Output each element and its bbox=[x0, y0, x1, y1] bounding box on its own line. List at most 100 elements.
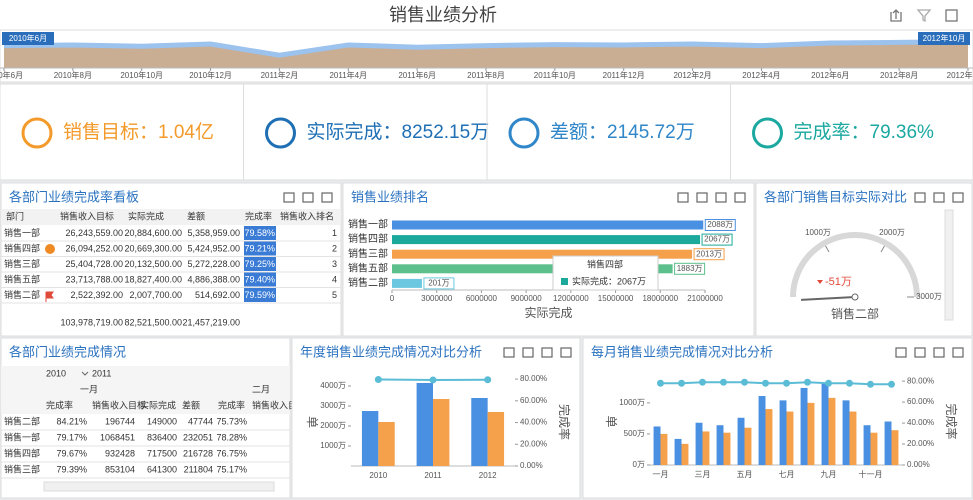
x-tick-label: 2012 bbox=[479, 471, 497, 480]
bar bbox=[378, 422, 395, 466]
tooltip bbox=[552, 255, 659, 291]
value-label: 201万 bbox=[428, 279, 449, 288]
gauge-tick-label: 3000万 bbox=[916, 292, 942, 301]
rate-cell bbox=[244, 288, 276, 302]
y2-tick-label: 40.00% bbox=[520, 418, 547, 427]
table-cell: 75.17% bbox=[216, 464, 247, 474]
x-tick-label: 21000000 bbox=[687, 294, 723, 303]
line-point bbox=[699, 378, 706, 386]
x-tick-label: 2010 bbox=[369, 471, 387, 480]
value-label: 1883万 bbox=[677, 264, 703, 273]
bar bbox=[870, 432, 878, 465]
y-tick-label: 销售一部 bbox=[348, 218, 388, 231]
table-cell: 84.21% bbox=[56, 416, 87, 426]
bar bbox=[471, 398, 488, 466]
bar bbox=[758, 396, 766, 465]
line-point bbox=[825, 379, 832, 387]
panel bbox=[755, 182, 973, 337]
header-icons[interactable] bbox=[890, 9, 958, 23]
table-cell: 26,094,252.00 bbox=[65, 243, 123, 253]
bar bbox=[849, 411, 857, 465]
table-cell: 2 bbox=[332, 243, 337, 253]
y-tick-label: 0万 bbox=[633, 460, 645, 469]
y2-tick-label: 20.00% bbox=[907, 439, 934, 448]
kpi-icon bbox=[752, 117, 783, 149]
table-cell: 79.40% bbox=[244, 274, 275, 284]
gauge-track bbox=[790, 232, 920, 298]
table-cell: 853104 bbox=[105, 464, 135, 474]
gauge-value: -51万 bbox=[825, 276, 852, 288]
panel-title: 各部门业绩完成率看板 bbox=[9, 189, 139, 204]
bar bbox=[702, 431, 710, 465]
gauge-category: 销售二部 bbox=[831, 306, 879, 321]
total-cell: 103,978,719.00 bbox=[60, 317, 123, 327]
table-header-bg bbox=[1, 209, 341, 225]
x-tick-label: 9000000 bbox=[511, 294, 543, 303]
bar bbox=[765, 409, 773, 465]
table-cell: 641300 bbox=[147, 464, 177, 474]
tooltip-swatch bbox=[561, 278, 568, 285]
kpi: 完成率：79.36% bbox=[794, 121, 935, 143]
column-header: 差额 bbox=[182, 399, 200, 410]
panel bbox=[582, 337, 973, 499]
table-cell: 211804 bbox=[184, 464, 213, 474]
line-point bbox=[846, 379, 853, 387]
panel-icon bbox=[283, 192, 295, 203]
range-label: 2012年10月 bbox=[923, 33, 966, 43]
table-cell: 216728 bbox=[183, 448, 213, 458]
bar bbox=[891, 430, 899, 465]
table-cell: 5,358,959.00 bbox=[187, 228, 240, 238]
panel-title: 销售业绩排名 bbox=[351, 189, 429, 204]
range-badge bbox=[2, 32, 54, 45]
bar bbox=[737, 417, 745, 465]
table-cell: 销售四部 bbox=[4, 447, 40, 458]
range-badge bbox=[918, 32, 970, 45]
table-cell: 1068451 bbox=[100, 432, 135, 442]
x-tick-label: 七月 bbox=[779, 470, 795, 479]
panel-icon bbox=[677, 192, 689, 203]
x-tick-label: 五月 bbox=[737, 470, 753, 479]
bar bbox=[786, 411, 794, 465]
rate-cell bbox=[244, 241, 276, 256]
table-cell: 4,886,388.00 bbox=[187, 274, 240, 284]
table-cell: 79.59% bbox=[244, 290, 275, 300]
panel-icon bbox=[933, 192, 945, 203]
table-cell: 79.17% bbox=[56, 432, 87, 442]
table-cell: 25,404,728.00 bbox=[65, 259, 123, 269]
timeline-tick-label: 2012年8月 bbox=[880, 70, 918, 80]
kpi-label: 实际完成： bbox=[307, 121, 402, 143]
kpi-label: 销售目标： bbox=[63, 121, 158, 143]
y-tick-label: 500万 bbox=[624, 429, 645, 438]
timeline-tick-label: 2010年8月 bbox=[54, 70, 92, 80]
panel-icon bbox=[560, 347, 572, 358]
value-label-box bbox=[693, 248, 725, 261]
x-tick-label: 3000000 bbox=[421, 294, 453, 303]
x-tick-label: 18000000 bbox=[642, 294, 678, 303]
table-cell: 销售一部 bbox=[4, 431, 40, 442]
table-cell: 20,669,300.00 bbox=[124, 243, 182, 253]
table-cell: 销售三部 bbox=[4, 258, 40, 269]
y2-tick-label: 0.00% bbox=[520, 461, 543, 470]
column-header: 销售收入目标 bbox=[60, 210, 114, 221]
table-cell: 932428 bbox=[105, 448, 135, 458]
table-cell: 79.39% bbox=[56, 464, 87, 474]
timeline-tick-label: 2012年6月 bbox=[811, 70, 849, 80]
table-cell: 47744 bbox=[188, 416, 213, 426]
table-cell: 20,132,500.00 bbox=[124, 259, 182, 269]
table-cell: 4 bbox=[332, 274, 337, 284]
panel-icon bbox=[933, 347, 945, 358]
bar bbox=[863, 425, 871, 465]
panel-icon bbox=[522, 347, 534, 358]
pivot-month: 二月 bbox=[252, 384, 270, 394]
pivot-month: 一月 bbox=[80, 384, 98, 394]
table-cell: 196744 bbox=[105, 416, 135, 426]
column-header: 销售收入目标 bbox=[92, 399, 146, 410]
kpi-icon bbox=[265, 117, 296, 149]
x-tick-label: 2011 bbox=[424, 471, 442, 480]
kpi-label: 完成率： bbox=[794, 121, 870, 143]
timeline-tick-label: 2011年10月 bbox=[534, 70, 576, 80]
table-cell: 5,272,228.00 bbox=[187, 259, 240, 269]
pivot-year: 2011 bbox=[92, 368, 111, 378]
value-label: 2067万 bbox=[704, 235, 730, 244]
column-header: 销售收入目 bbox=[252, 399, 297, 410]
